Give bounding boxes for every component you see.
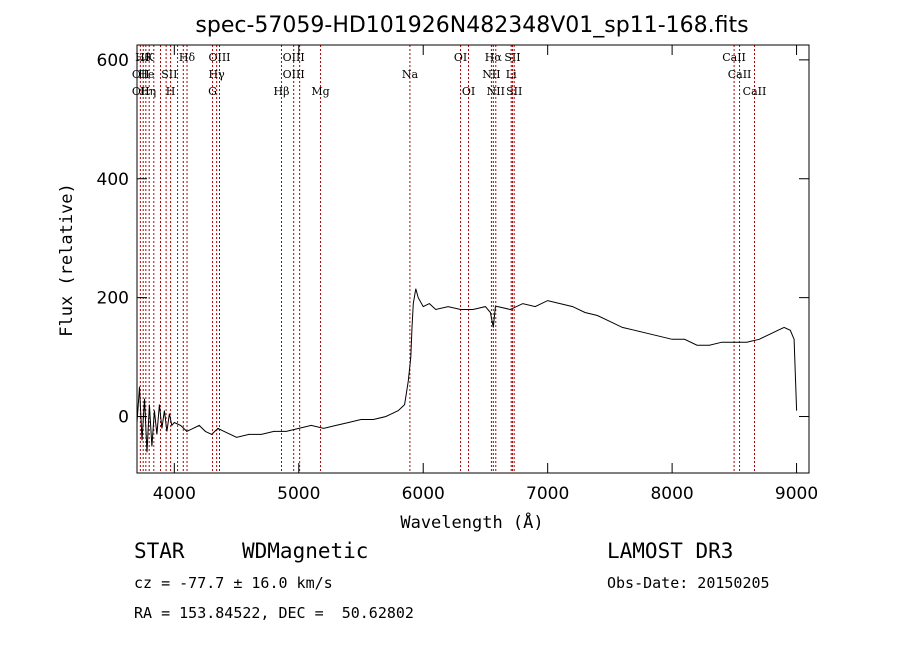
spectrum-line <box>136 288 798 453</box>
spectral-line-markers <box>139 45 755 473</box>
spectral-line-label: OI <box>462 85 475 98</box>
x-tick-label: 9000 <box>775 484 818 504</box>
spectral-line-label: SII <box>504 51 520 64</box>
x-tick-label: 8000 <box>650 484 693 504</box>
spectrum-series <box>136 288 798 453</box>
redshift-velocity: cz = -77.7 ± 16.0 km/s <box>134 574 333 592</box>
spectral-line-label: SII <box>161 68 177 81</box>
spectral-line-label: NII <box>487 85 505 98</box>
spectral-line-label: CaII <box>743 85 767 98</box>
spectral-line-label: CaII <box>722 51 746 64</box>
spectral-line-label: OI <box>454 51 467 64</box>
spectral-line-label: OIII <box>208 51 230 64</box>
plot-frame <box>136 44 810 474</box>
x-axis-ticks: 4000 5000 6000 7000 8000 9000 <box>153 45 818 504</box>
spectral-line-label: Hα <box>485 51 503 64</box>
x-tick-label: 6000 <box>402 484 445 504</box>
y-tick-label: 400 <box>97 170 129 190</box>
spectral-line-label: OIII <box>283 68 305 81</box>
spectral-line-label: G <box>208 85 217 98</box>
y-axis-ticks: 0 200 400 600 <box>97 51 809 428</box>
spectral-line-label: K <box>145 51 154 64</box>
y-tick-label: 0 <box>118 408 129 428</box>
spectral-line-label: Hβ <box>274 85 290 98</box>
spectral-line-label: Na <box>402 68 419 81</box>
y-tick-label: 200 <box>97 289 129 309</box>
spectral-line-label: SII <box>506 85 522 98</box>
y-tick-label: 600 <box>97 51 129 71</box>
spectral-line-label: Hδ <box>179 51 196 64</box>
object-subclass: WDMagnetic <box>242 539 369 563</box>
spectral-line-label: OIII <box>283 51 305 64</box>
x-tick-label: 4000 <box>153 484 196 504</box>
x-axis-label: Wavelength (Å) <box>400 511 543 533</box>
spectral-line-label: Mg <box>311 85 329 98</box>
spectral-line-label: Hη <box>140 85 156 98</box>
spectral-line-label: He <box>138 68 154 81</box>
object-class: STAR <box>134 539 185 563</box>
spectral-line-label: OII <box>132 85 150 98</box>
y-axis-label: Flux (relative) <box>57 183 77 337</box>
spectral-line-label: NII <box>482 68 500 81</box>
spectral-line-label: CaII <box>728 68 752 81</box>
observation-date: Obs-Date: 20150205 <box>607 574 770 592</box>
spectral-line-label: Hγ <box>209 68 226 81</box>
x-tick-label: 5000 <box>277 484 320 504</box>
spectral-line-label: Hθ <box>135 51 152 64</box>
survey-name: LAMOST DR3 <box>607 539 734 563</box>
spectral-line-label: OII <box>132 68 150 81</box>
x-tick-label: 7000 <box>526 484 569 504</box>
spectral-line-label: Li <box>506 68 517 81</box>
chart-title: spec-57059-HD101926N482348V01_sp11-168.f… <box>195 13 748 38</box>
coordinates: RA = 153.84522, DEC = 50.62802 <box>134 604 414 622</box>
spectral-line-label: H <box>166 85 176 98</box>
